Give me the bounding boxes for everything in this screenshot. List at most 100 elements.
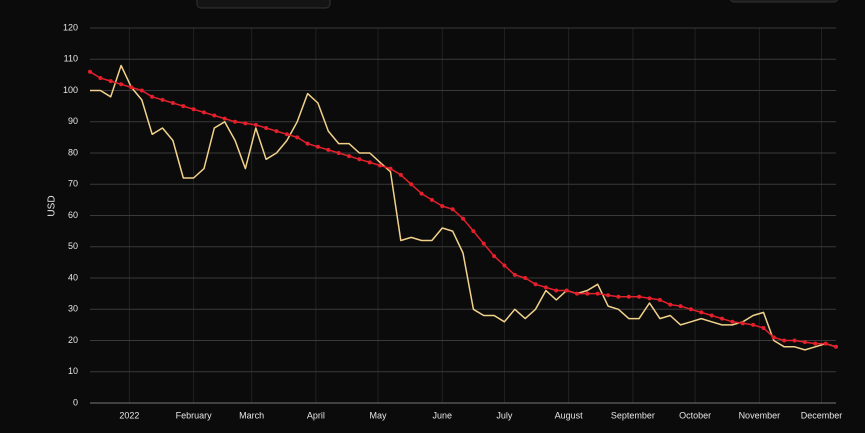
y-tick-label: 60 [68, 210, 78, 220]
x-tick-label: May [370, 410, 388, 420]
x-tick-label: February [176, 410, 213, 420]
series-marker [543, 285, 548, 290]
x-tick-label: March [239, 410, 264, 420]
series-marker [595, 291, 600, 296]
series-marker [409, 182, 414, 187]
series-marker [181, 104, 186, 109]
series-marker [212, 113, 217, 118]
x-tick-label: August [555, 410, 584, 420]
series-marker [792, 338, 797, 343]
x-tick-label: September [611, 410, 655, 420]
series-marker [709, 313, 714, 318]
x-tick-label: June [433, 410, 453, 420]
series-marker [150, 94, 155, 99]
x-tick-label: October [679, 410, 711, 420]
series-line [90, 64, 837, 351]
series-marker [419, 191, 424, 196]
series-marker [108, 79, 113, 84]
series-marker [119, 82, 124, 87]
y-tick-label: 40 [68, 272, 78, 282]
series-marker [564, 288, 569, 293]
series-marker [253, 122, 258, 127]
series-marker [574, 291, 579, 296]
series-marker [233, 119, 238, 124]
series-marker [740, 321, 745, 326]
y-tick-label: 50 [68, 241, 78, 251]
series-marker [533, 282, 538, 287]
series-marker [761, 326, 766, 330]
series-marker [512, 272, 517, 277]
y-tick-label: 10 [68, 366, 78, 376]
top-button[interactable] [729, 0, 839, 3]
series-marker [201, 110, 206, 115]
y-tick-label: 20 [68, 335, 78, 345]
x-tick-label: April [307, 410, 325, 420]
series-marker [88, 69, 92, 74]
y-tick-label: 110 [64, 54, 78, 64]
series-marker [450, 207, 455, 212]
series-marker [471, 229, 476, 234]
series-marker [398, 172, 403, 177]
series-marker [388, 166, 393, 171]
series-marker [823, 341, 828, 346]
series-marker [657, 297, 662, 302]
series-marker [139, 88, 144, 93]
series-marker [98, 76, 103, 80]
series-marker [326, 147, 331, 152]
y-tick-label: 0 [73, 397, 78, 407]
series-marker [751, 322, 756, 327]
series-marker [243, 121, 248, 126]
x-tick-label: 2022 [119, 410, 139, 420]
series-marker [429, 197, 434, 202]
y-tick-label: 90 [68, 116, 78, 126]
series-marker [129, 85, 134, 90]
series-marker [616, 294, 621, 299]
y-tick-label: 80 [68, 147, 78, 157]
series-marker [461, 216, 465, 221]
series-marker [160, 97, 165, 102]
x-tick-label: December [801, 410, 843, 420]
series-marker [481, 241, 486, 246]
x-tick-label: November [739, 410, 781, 420]
series-marker [782, 338, 787, 343]
y-axis-label: USD [47, 195, 58, 216]
top-control[interactable] [196, 0, 331, 9]
series-marker [191, 107, 196, 112]
series-marker [554, 288, 559, 293]
x-tick-label: July [496, 410, 513, 420]
series-marker [440, 204, 445, 209]
series-marker [834, 344, 838, 349]
y-tick-label: 120 [63, 22, 78, 32]
series-marker [274, 129, 279, 134]
series-marker [502, 263, 507, 268]
series-marker [647, 296, 652, 301]
y-tick-label: 100 [63, 85, 78, 95]
series-marker [678, 304, 683, 309]
series-marker [284, 132, 289, 137]
series-marker [585, 291, 590, 296]
series-marker [802, 340, 807, 345]
series-marker [523, 276, 528, 280]
series-marker [347, 154, 352, 159]
series-marker [264, 126, 269, 130]
series-marker [771, 335, 776, 340]
series-marker [606, 293, 611, 298]
series-marker [492, 254, 497, 259]
series-marker [688, 307, 693, 312]
series-marker [637, 294, 642, 299]
series-marker [305, 141, 310, 146]
series-marker [668, 302, 673, 307]
series-marker [813, 341, 818, 346]
series-marker [295, 135, 300, 140]
series-marker [315, 144, 320, 149]
series-marker [222, 116, 227, 121]
series-marker [170, 101, 175, 105]
series-marker [626, 294, 631, 299]
series-marker [367, 160, 372, 165]
series-marker [699, 310, 704, 315]
series-marker [720, 316, 725, 321]
y-tick-label: 70 [68, 179, 78, 189]
y-tick-label: 30 [68, 304, 78, 314]
